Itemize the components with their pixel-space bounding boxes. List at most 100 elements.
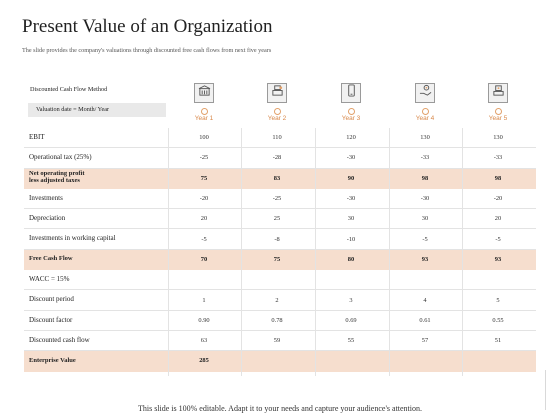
building-icon xyxy=(198,84,211,102)
row-label: EBIT xyxy=(29,132,45,141)
row-label: Investments xyxy=(29,193,63,202)
valuation-date-bar: Valuation date = Month/ Year xyxy=(28,103,166,117)
method-label: Discounted Cash Flow Method xyxy=(30,86,108,93)
mobile-phone-icon xyxy=(345,84,358,102)
timeline-dot xyxy=(273,108,281,115)
column-divider xyxy=(389,128,390,376)
year-3-icon-box xyxy=(341,83,361,103)
table-cell xyxy=(400,351,450,370)
table-cell: 285 xyxy=(199,357,209,365)
table-cell: 0.55 xyxy=(492,316,504,324)
table-cell: 5 xyxy=(496,296,500,304)
table-cell: 130 xyxy=(420,134,430,142)
row-label: Net operating profit less adjusted taxes xyxy=(29,170,85,185)
page-subtitle: The slide provides the company's valuati… xyxy=(22,47,272,54)
table-cell: -20 xyxy=(493,195,503,203)
table-cell: -5 xyxy=(422,235,428,243)
year-5-icon-box xyxy=(488,83,508,103)
table-row: EBIT 100 110 120 130 130 xyxy=(24,128,536,149)
table-cell: 63 xyxy=(200,337,208,345)
edge-divider xyxy=(545,370,546,410)
table-cell: 98 xyxy=(421,174,429,182)
year-4-icon-box xyxy=(415,83,435,103)
table-row: Depreciation 20 25 30 30 20 xyxy=(24,209,536,230)
table-cell: 120 xyxy=(346,134,356,142)
year-1-icon-box xyxy=(194,83,214,103)
year-2-icon-box xyxy=(267,83,287,103)
table-cell: 130 xyxy=(493,134,503,142)
hand-money-icon xyxy=(419,84,432,102)
table-cell: -30 xyxy=(420,195,430,203)
table-cell: -28 xyxy=(272,154,282,162)
table-row: Investments in working capital -5 -8 -10 -5 -… xyxy=(24,229,536,250)
table-row: Discount factor 0.90 0.78 0.69 0.61 0.55 xyxy=(24,311,536,331)
table-cell: 0.90 xyxy=(198,316,210,324)
table-row: Enterprise Value 285 xyxy=(24,351,536,372)
table-cell: 3 xyxy=(349,296,353,304)
timeline-dot xyxy=(347,108,355,115)
row-label: WACC = 15% xyxy=(29,275,70,284)
column-divider xyxy=(315,128,316,376)
table-cell: 30 xyxy=(421,215,429,223)
table-row: Net operating profit less adjusted taxes… xyxy=(24,168,536,189)
year-1-label: Year 1 xyxy=(194,115,214,122)
table-cell: 20 xyxy=(200,215,208,223)
table-cell xyxy=(252,270,302,289)
table-cell: 1 xyxy=(202,296,206,304)
table-cell: 30 xyxy=(347,215,355,223)
dcf-table: EBIT 100 110 120 130 130 Operational tax (25%)… xyxy=(24,128,536,372)
column-divider xyxy=(168,128,169,376)
table-cell: -33 xyxy=(493,154,503,162)
table-cell xyxy=(179,270,229,289)
row-label: Free Cash Flow xyxy=(29,255,73,263)
page-title: Present Value of an Organization xyxy=(22,16,273,37)
table-row: Operational tax (25%) -25 -28 -30 -33 -33 xyxy=(24,148,536,169)
row-label: Depreciation xyxy=(29,214,66,223)
table-cell xyxy=(252,351,302,370)
table-cell: 110 xyxy=(272,134,282,142)
table-row: Free Cash Flow 70 75 80 93 93 xyxy=(24,249,536,271)
table-cell: -5 xyxy=(495,235,501,243)
table-cell: -30 xyxy=(346,154,356,162)
table-cell: 98 xyxy=(494,174,502,182)
table-cell: 70 xyxy=(200,255,208,263)
table-cell: -33 xyxy=(420,154,430,162)
table-cell: -5 xyxy=(201,235,207,243)
row-label: Investments in working capital xyxy=(29,234,116,243)
table-cell: 2 xyxy=(275,296,279,304)
table-cell: 0.78 xyxy=(271,316,283,324)
year-5-label: Year 5 xyxy=(488,115,508,122)
table-cell: 20 xyxy=(494,215,502,223)
row-label: Discounted cash flow xyxy=(29,335,90,344)
table-row: WACC = 15% xyxy=(24,270,536,291)
money-stack-icon xyxy=(492,84,505,102)
table-cell: 93 xyxy=(494,255,502,263)
row-label: Enterprise Value xyxy=(29,356,76,364)
table-row: Investments -20 -25 -30 -30 -20 xyxy=(24,189,536,210)
table-row: Discount period 1 2 3 4 5 xyxy=(24,290,536,311)
table-row: Discounted cash flow 63 59 55 57 51 xyxy=(24,331,536,352)
table-cell: -30 xyxy=(346,195,356,203)
table-cell: 0.61 xyxy=(419,316,431,324)
table-cell xyxy=(473,351,523,370)
table-cell: -20 xyxy=(199,195,209,203)
table-cell: -25 xyxy=(272,195,282,203)
row-label: Discount factor xyxy=(29,315,73,324)
table-cell xyxy=(326,270,376,289)
table-cell xyxy=(400,270,450,289)
year-4-label: Year 4 xyxy=(415,115,435,122)
table-cell: 90 xyxy=(347,174,355,182)
table-cell: 75 xyxy=(200,174,208,182)
table-cell xyxy=(326,351,376,370)
table-cell: 75 xyxy=(273,255,281,263)
table-cell: -25 xyxy=(199,154,209,162)
table-cell: 4 xyxy=(423,296,427,304)
table-cell: 59 xyxy=(273,337,281,345)
table-cell: 25 xyxy=(273,215,281,223)
table-cell: 93 xyxy=(421,255,429,263)
column-divider xyxy=(241,128,242,376)
row-label: Discount period xyxy=(29,295,74,304)
year-2-label: Year 2 xyxy=(267,115,287,122)
table-cell: 83 xyxy=(273,174,281,182)
